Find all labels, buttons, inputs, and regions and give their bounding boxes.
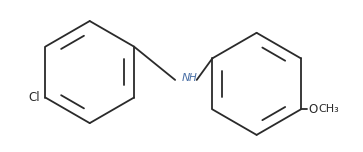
Text: Cl: Cl	[28, 91, 40, 104]
Text: CH₃: CH₃	[318, 104, 339, 114]
Text: O: O	[309, 103, 318, 116]
Text: N: N	[182, 73, 190, 83]
Text: H: H	[189, 73, 197, 83]
